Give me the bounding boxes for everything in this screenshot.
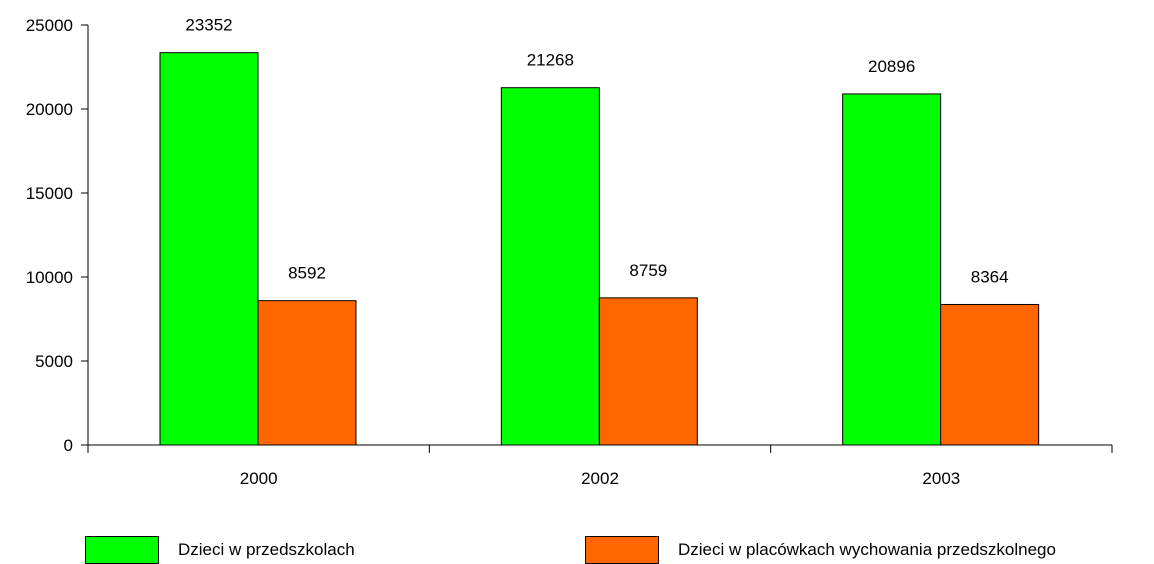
data-label-series-2: 8759 [629, 261, 667, 280]
y-axis-ticks: 0 5000 10000 15000 20000 25000 [26, 16, 88, 455]
bar-series-2 [257, 300, 357, 446]
legend-swatch-series-1 [85, 536, 159, 564]
bars [159, 52, 1040, 446]
y-tick-label: 5000 [35, 352, 73, 371]
x-tick-label: 2000 [240, 469, 278, 488]
legend-label-series-1: Dzieci w przedszkolach [178, 540, 355, 559]
bar-chart: 0 5000 10000 15000 20000 25000 23352 8592 21268… [26, 16, 1113, 488]
data-label-series-1: 21268 [527, 51, 574, 70]
legend-item-series-2: Dzieci w placówkach wychowania przedszko… [585, 536, 1056, 564]
data-label-series-1: 23352 [185, 16, 232, 35]
x-axis-labels: 2000 2002 2003 [240, 469, 960, 488]
bar-series-1 [842, 93, 942, 446]
data-label-series-2: 8592 [288, 264, 326, 283]
legend: Dzieci w przedszkolach Dzieci w placówka… [0, 536, 1154, 564]
y-tick-label: 0 [64, 436, 73, 455]
legend-label-series-2: Dzieci w placówkach wychowania przedszko… [678, 540, 1056, 559]
y-tick-label: 25000 [26, 16, 73, 35]
data-label-series-2: 8364 [971, 267, 1009, 286]
y-tick-label: 15000 [26, 184, 73, 203]
x-tick-label: 2002 [581, 469, 619, 488]
bar-series-1 [159, 52, 259, 446]
legend-item-series-1: Dzieci w przedszkolach [85, 536, 355, 564]
x-tick-label: 2003 [922, 469, 960, 488]
legend-swatch-series-2 [585, 536, 659, 564]
y-tick-label: 10000 [26, 268, 73, 287]
bar-series-2 [940, 303, 1040, 446]
data-labels: 23352 8592 21268 8759 20896 8364 [185, 16, 1008, 287]
bar-series-2 [598, 297, 698, 446]
y-tick-label: 20000 [26, 100, 73, 119]
data-label-series-1: 20896 [868, 57, 915, 76]
x-axis-ticks [87, 445, 1113, 453]
bar-series-1 [500, 87, 600, 446]
